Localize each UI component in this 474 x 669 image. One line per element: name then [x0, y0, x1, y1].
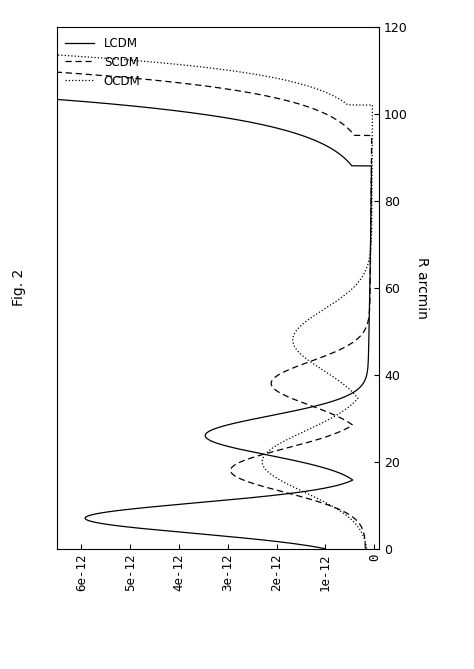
LCDM [29, 33, 35, 41]
LCDM [29, 89, 35, 97]
SCDM [250, 89, 255, 97]
OCDM [29, 33, 35, 41]
LCDM [280, 454, 286, 462]
SCDM [363, 545, 368, 553]
SCDM [339, 345, 345, 353]
OCDM [325, 89, 331, 97]
OCDM [364, 545, 370, 553]
SCDM [270, 485, 275, 493]
LCDM [321, 545, 327, 553]
OCDM [298, 322, 303, 330]
OCDM [29, 23, 35, 31]
SCDM [29, 33, 35, 41]
OCDM [295, 485, 301, 493]
Text: Fig. 2: Fig. 2 [12, 269, 26, 306]
Legend: LCDM, SCDM, OCDM: LCDM, SCDM, OCDM [60, 32, 145, 92]
OCDM [293, 345, 299, 353]
SCDM [248, 454, 254, 462]
OCDM [260, 454, 266, 462]
Y-axis label: R arcmin: R arcmin [415, 257, 429, 318]
SCDM [29, 23, 35, 31]
LCDM [366, 345, 372, 353]
LCDM [366, 322, 372, 330]
LCDM [29, 23, 35, 31]
Line: OCDM: OCDM [32, 27, 373, 549]
Line: LCDM: LCDM [32, 27, 372, 549]
Line: SCDM: SCDM [32, 27, 372, 549]
SCDM [364, 322, 370, 330]
LCDM [317, 485, 322, 493]
